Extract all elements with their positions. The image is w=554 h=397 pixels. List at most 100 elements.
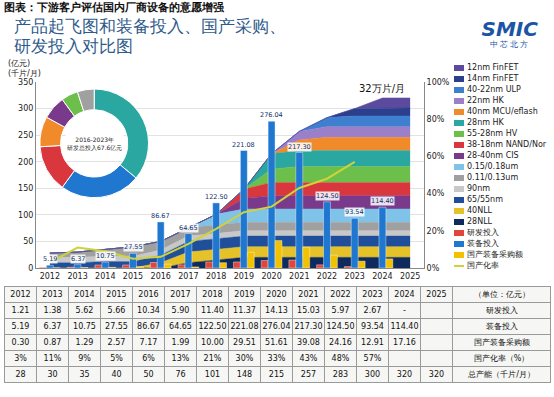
svg-text:2025: 2025 [400,272,420,281]
svg-text:32万片/月: 32万片/月 [359,83,405,94]
svg-text:6.37: 6.37 [71,255,85,263]
html-text:22nm HK: 22nm HK [467,96,504,105]
html-text:0.11/0.13um: 0.11/0.13um [467,173,519,182]
html-text:90nm: 90nm [467,184,490,193]
html-text:产品起飞图和装备投入、国产采购、: 产品起飞图和装备投入、国产采购、 [14,16,286,36]
svg-text:2016: 2016 [151,272,171,281]
html-text:研发投入: 研发投入 [467,228,499,237]
html-text:（单位：亿元）: （单位：亿元） [473,290,530,299]
svg-text:124.50: 124.50 [316,192,339,200]
svg-text:2014: 2014 [95,272,115,281]
html-text:国产化率: 国产化率 [467,261,499,270]
html-text:2023: 2023 [362,290,383,299]
html-text:0.15/0.18um: 0.15/0.18um [467,162,519,171]
html-text:28NLL: 28NLL [467,217,493,226]
html-text:40NLL: 40NLL [467,206,493,215]
svg-text:2018: 2018 [206,272,226,281]
html-text:28-40nm CIS: 28-40nm CIS [467,151,519,160]
html-text:2019: 2019 [234,290,255,299]
html-text:11.40: 11.40 [201,306,224,315]
html-text:27.55: 27.55 [105,322,128,331]
svg-text:2019: 2019 [234,272,254,281]
html-text:1.38: 1.38 [43,306,62,315]
svg-text:0: 0 [28,264,33,273]
html-text:38-18nm NAND/Nor: 38-18nm NAND/Nor [467,140,547,149]
svg-text:2015: 2015 [123,272,143,281]
html-text:15.03: 15.03 [297,306,320,315]
svg-text:100%: 100% [427,78,450,87]
svg-text:221.08: 221.08 [232,141,255,149]
html-text:28nm HK: 28nm HK [467,118,504,127]
html-text:55-28nm HV: 55-28nm HV [467,129,518,138]
svg-text:2021: 2021 [289,272,309,281]
html-text:图表：下游客户评估国内厂商设备的意愿增强: 图表：下游客户评估国内厂商设备的意愿增强 [4,1,224,14]
html-text:5.19: 5.19 [11,322,30,331]
html-text:2024: 2024 [394,290,415,299]
svg-text:122.50: 122.50 [205,193,228,201]
svg-text:250: 250 [18,131,33,140]
svg-text:50: 50 [23,237,33,246]
svg-text:114.40: 114.40 [371,197,394,205]
svg-text:276.04: 276.04 [260,111,283,119]
html-text:2014: 2014 [74,290,95,299]
html-text:国产装备采购额: 国产装备采购额 [467,250,523,259]
html-text:10.75: 10.75 [73,322,96,331]
html-text:中芯北方: 中芯北方 [489,40,530,49]
svg-text:217.30: 217.30 [288,143,311,151]
svg-text:2023: 2023 [345,272,365,281]
html-text:2025: 2025 [426,290,447,299]
svg-text:200: 200 [18,158,33,167]
html-text:2021: 2021 [298,290,319,299]
svg-text:0%: 0% [427,264,440,273]
html-text:1.21: 1.21 [11,306,30,315]
svg-text:2016-2023年研发总投入67.6亿元: 2016-2023年研发总投入67.6亿元 [67,136,122,151]
html-text:40nm MCU/eflash: 40nm MCU/eflash [467,107,538,116]
html-text:5.62: 5.62 [75,306,94,315]
html-text:40-22nm ULP: 40-22nm ULP [467,85,521,94]
html-text:2016: 2016 [138,290,159,299]
svg-text:2022: 2022 [317,272,337,281]
svg-text:27.55: 27.55 [124,243,143,251]
html-text:14.13: 14.13 [265,306,288,315]
svg-text:5.19: 5.19 [43,255,57,263]
svg-text:64.65: 64.65 [179,224,198,232]
html-text:2018: 2018 [202,290,223,299]
html-text:14nm FinFET: 14nm FinFET [467,74,519,83]
html-text:2022: 2022 [330,290,351,299]
html-text:12nm FinFET: 12nm FinFET [467,63,519,72]
html-text:装备投入: 装备投入 [467,239,499,248]
svg-text:20%: 20% [427,227,445,236]
svg-text:93.54: 93.54 [345,208,364,216]
html-text:5.97: 5.97 [331,306,350,315]
html-text:2012: 2012 [10,290,31,299]
svg-text:10.75: 10.75 [96,252,115,260]
html-text:5.66: 5.66 [107,306,126,315]
html-text:6.37: 6.37 [43,322,62,331]
html-text:11.37: 11.37 [233,306,256,315]
svg-text:40%: 40% [427,189,445,198]
html-text:2.67: 2.67 [363,306,382,315]
html-text:2020: 2020 [266,290,287,299]
svg-text:60%: 60% [427,152,445,161]
html-text:2017: 2017 [170,290,191,299]
svg-text:2024: 2024 [372,272,392,281]
html-text:研发投入: 研发投入 [485,306,518,315]
html-text:2015: 2015 [106,290,127,299]
html-text:2013: 2013 [42,290,63,299]
svg-text:2020: 2020 [261,272,281,281]
svg-text:100: 100 [18,211,33,220]
svg-text:150: 150 [18,184,33,193]
html-text:SMIC: SMIC [481,17,538,41]
svg-text:2013: 2013 [67,272,87,281]
html-text:10.34: 10.34 [137,306,160,315]
svg-text:80%: 80% [427,115,445,124]
svg-text:300: 300 [18,104,33,113]
html-text:5.90: 5.90 [171,306,190,315]
html-text:65/55nm: 65/55nm [467,195,503,204]
svg-text:2017: 2017 [178,272,198,281]
svg-text:2012: 2012 [40,272,60,281]
svg-text:(亿元)(千片/月): (亿元)(千片/月) [8,59,41,78]
svg-text:350: 350 [18,78,33,87]
svg-text:86.67: 86.67 [151,212,170,220]
html-text:研发投入对比图: 研发投入对比图 [14,36,133,56]
